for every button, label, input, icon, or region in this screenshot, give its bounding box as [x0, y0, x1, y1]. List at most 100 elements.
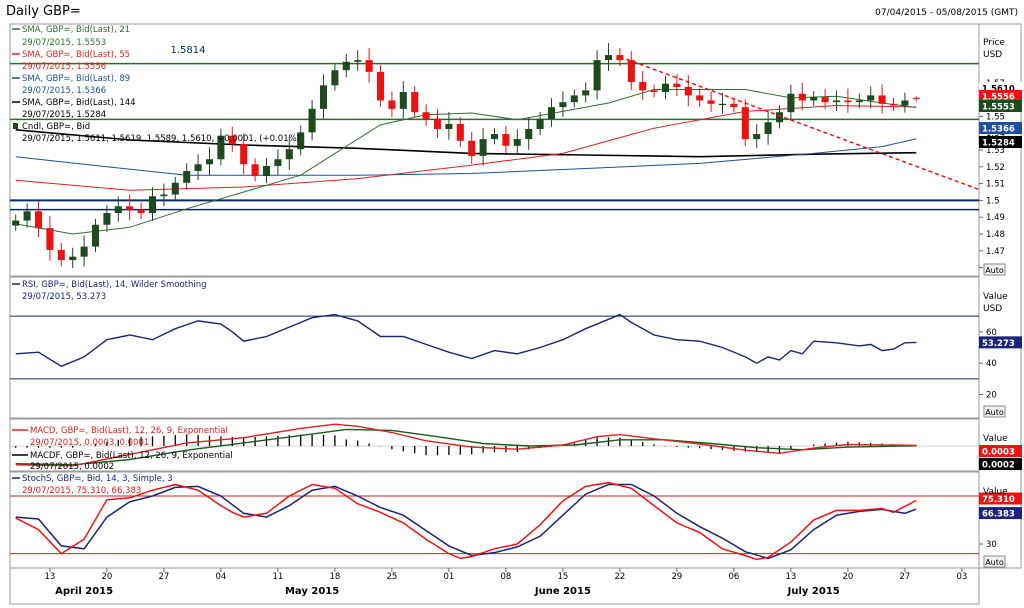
candle-body: [69, 256, 77, 261]
legend-stoch-value: 29/07/2015, 75.310, 66.383: [22, 486, 141, 496]
candle-body: [148, 196, 157, 213]
last-stoch-d-tag-bg: [979, 507, 1022, 520]
candle-body: [171, 182, 179, 195]
candle-body: [867, 95, 875, 101]
candle-body: [274, 159, 282, 166]
last-sma144-tag: 1.5284: [982, 139, 1015, 149]
date-tick-label: 13: [44, 572, 55, 582]
date-tick-label: 18: [329, 572, 340, 582]
candle-body: [91, 224, 100, 247]
macd-signal-line: [15, 428, 917, 466]
price-tick-label: 1.54: [986, 129, 1005, 139]
candle-body: [262, 165, 271, 177]
legend-sma55-value: 29/07/2015, 1.5556: [22, 62, 106, 72]
candle-body: [844, 100, 852, 103]
date-tick-label: 08: [500, 572, 511, 582]
candle-body: [365, 60, 373, 72]
legend-stoch-title: StochS, GBP=, Bid, 14, 3, Simple, 3: [22, 474, 173, 484]
candle-body: [513, 139, 521, 146]
price-axis-label: Price: [983, 38, 1005, 48]
date-tick-label: 04: [215, 572, 226, 582]
price-auto-button[interactable]: Auto: [983, 263, 1006, 276]
date-tick-label: 15: [557, 572, 568, 582]
candle-body: [547, 107, 556, 119]
candle-body: [490, 134, 499, 140]
last-sma55-tag: 1.5556: [982, 93, 1015, 103]
candles: [12, 43, 920, 269]
candle-body: [57, 249, 65, 261]
downtrend-line: [619, 56, 980, 191]
date-tick-label: 20: [842, 572, 853, 582]
price-tick-label: 1.5: [986, 196, 1000, 206]
rsi-layer: [10, 313, 979, 380]
price-tick-label: 1.52: [986, 163, 1005, 173]
candle-body: [832, 100, 841, 103]
candle-body: [821, 97, 829, 103]
value-axis: [978, 23, 1022, 569]
legend-sma144-value: 29/07/2015, 1.5284: [22, 110, 106, 120]
candle-body: [23, 211, 31, 221]
rsi-auto-button[interactable]: Auto: [983, 405, 1006, 418]
candle-body: [433, 118, 442, 129]
legend-sma89-title: SMA, GBP=, Bid(Last), 89: [22, 74, 130, 84]
legend-rsi-title: RSI, GBP=, Bid(Last), 14, Wilder Smoothi…: [22, 280, 207, 290]
rsi-auto-label: Auto: [985, 408, 1004, 417]
candle-body: [559, 102, 567, 108]
last-rsi-tag: 53.273: [982, 339, 1015, 349]
stoch-auto-button[interactable]: Auto: [983, 555, 1006, 568]
last-price-tag: 1.5610: [982, 85, 1015, 95]
macd-layer: [10, 423, 979, 467]
last-macdf-tag-bg: [979, 458, 1022, 470]
candle-body: [889, 103, 898, 106]
candle-body: [673, 83, 681, 87]
rsi-panel: [9, 276, 980, 419]
candle-body: [878, 95, 886, 104]
candle-body: [34, 211, 43, 229]
price-auto-label: Auto: [985, 266, 1004, 275]
candle-body: [810, 97, 818, 101]
stoch-tick-label: 30: [986, 540, 997, 550]
rsi-tick-label: 60: [986, 328, 997, 338]
candle-body: [342, 61, 350, 71]
candle-body: [696, 95, 704, 101]
last-sma21-tag: 1.5553: [982, 103, 1015, 113]
level-label-1-5814: 1.5814: [171, 45, 206, 56]
candle-body: [297, 132, 305, 150]
candle-body: [764, 122, 772, 135]
legend-candle-title: Cndl, GBP=, Bid: [22, 122, 90, 132]
date-tick-label: 20: [101, 572, 112, 582]
last-stoch-k-tag-bg: [979, 492, 1022, 505]
macd-panel: [9, 418, 980, 472]
last-macd-tag: 0.0003: [982, 448, 1015, 458]
candle-body: [126, 206, 134, 210]
candle-body: [582, 90, 590, 96]
candle-body: [331, 70, 339, 86]
stoch-d-line: [15, 483, 917, 560]
candle-body: [319, 85, 328, 109]
candle-body: [502, 134, 510, 146]
candle-body: [205, 159, 214, 165]
legend-sma55-title: SMA, GBP=, Bid(Last), 55: [22, 50, 130, 60]
sma89-line: [15, 138, 917, 176]
candle-body: [411, 92, 419, 113]
date-tick-label: 11: [272, 572, 283, 582]
price-legend: SMA, GBP=, Bid(Last), 21 29/07/2015, 1.5…: [12, 25, 300, 144]
candle-body: [445, 123, 453, 129]
candle-body: [80, 246, 88, 257]
month-label: May 2015: [285, 586, 339, 597]
candle-body: [114, 206, 122, 213]
price-tick-label: 1.49: [986, 213, 1005, 223]
macd-line: [15, 423, 917, 467]
price-tick-label: 1.55: [986, 112, 1005, 122]
candle-body: [217, 135, 225, 160]
x-ticks: 13 20 27 04 11 18 25 01 08 15 22 29 06 13 20 27 03 April …: [44, 568, 967, 597]
date-tick-label: 25: [386, 572, 397, 582]
candle-body: [479, 139, 487, 156]
candle-body: [901, 100, 909, 106]
month-label: June 2015: [534, 586, 591, 597]
legend-macdf-value: 29/07/2015, 0.0002: [30, 462, 114, 472]
candle-body: [376, 71, 385, 101]
stoch-axis-label: Value: [983, 487, 1008, 497]
rsi-legend: RSI, GBP=, Bid(Last), 14, Wilder Smoothi…: [12, 280, 207, 302]
